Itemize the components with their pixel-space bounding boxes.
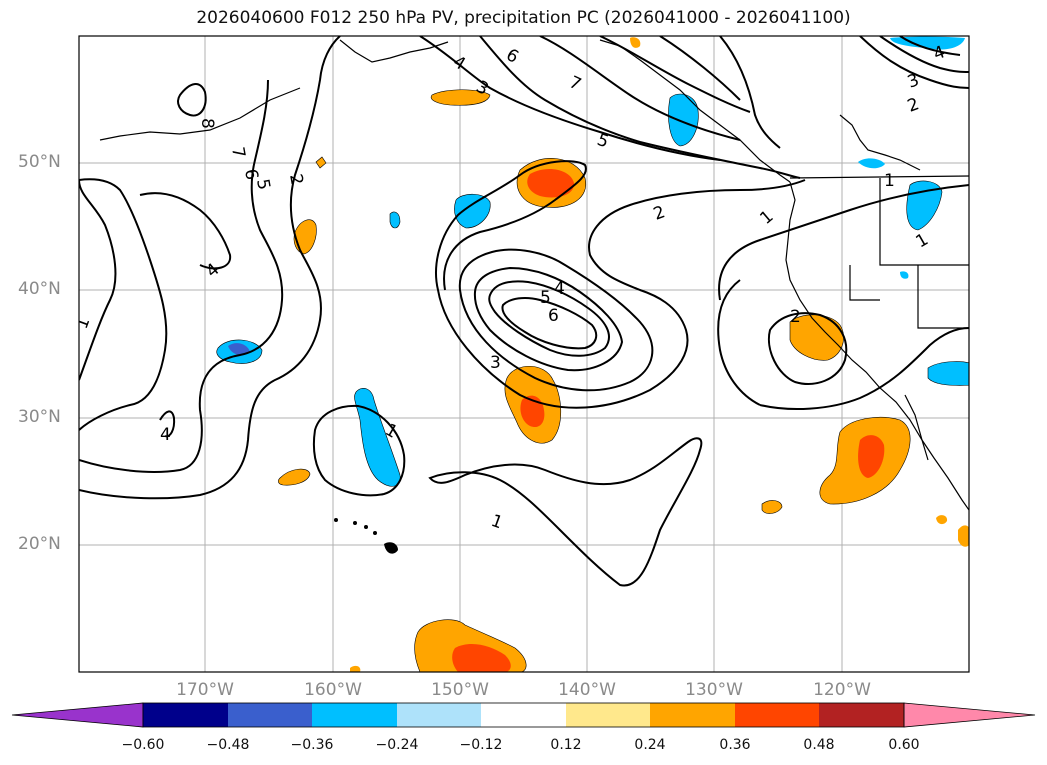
colorbar-segment [650,703,735,727]
colorbar-segment [566,703,650,727]
colorbar-segment [228,703,312,727]
colorbar-extend-high [903,702,1036,728]
colorbar [11,702,1036,728]
contour-label: 5 [540,288,551,308]
map-frame [78,35,970,673]
contour-label: 1 [884,171,895,191]
lat-label: 30°N [18,407,61,427]
lat-label: 50°N [18,152,61,172]
coastlines [99,39,969,511]
lon-label: 160°W [304,680,362,700]
hawaii-islands [334,518,398,554]
colorbar-tick-label: 0.36 [719,737,751,753]
contour-label: 2 [285,172,307,186]
contour-label: 2 [790,307,801,327]
lon-label: 140°W [558,680,616,700]
lat-label: 40°N [18,279,61,299]
colorbar-tick-label: −0.36 [290,737,334,753]
pv-contours [79,36,969,587]
colorbar-extend-low [11,702,144,728]
colorbar-tick-label: −0.24 [375,737,419,753]
colorbar-segment [481,703,566,727]
lon-label: 150°W [431,680,489,700]
lon-label: 130°W [685,680,743,700]
contour-label: 3 [490,353,501,373]
colorbar-segment [735,703,819,727]
colorbar-tick-label: −0.60 [121,737,165,753]
colorbar-segment [143,703,228,727]
contour-label: 7 [227,145,249,159]
precip-positive-areas [278,37,969,672]
contour-label: 4 [160,425,171,445]
contour-label: 4 [554,279,565,299]
contour-label: 5 [252,177,274,191]
colorbar-segment [819,703,904,727]
colorbar-tick-label: 0.12 [550,737,582,753]
lon-label: 170°W [176,680,234,700]
contour-label: 6 [240,167,262,181]
colorbar-segment [312,703,397,727]
colorbar-segment [397,703,481,727]
colorbar-tick-label: 0.60 [888,737,920,753]
gridlines [79,36,969,672]
contour-label: 8 [197,118,217,129]
lat-label: 20°N [18,534,61,554]
colorbar-tick-label: 0.48 [803,737,835,753]
map-title: 2026040600 F012 250 hPa PV, precipitatio… [196,8,851,28]
colorbar-tick-label: 0.24 [634,737,666,753]
colorbar-tick-label: −0.12 [459,737,503,753]
contour-label: 6 [548,306,559,326]
lon-label: 120°W [813,680,871,700]
colorbar-tick-label: −0.48 [206,737,250,753]
